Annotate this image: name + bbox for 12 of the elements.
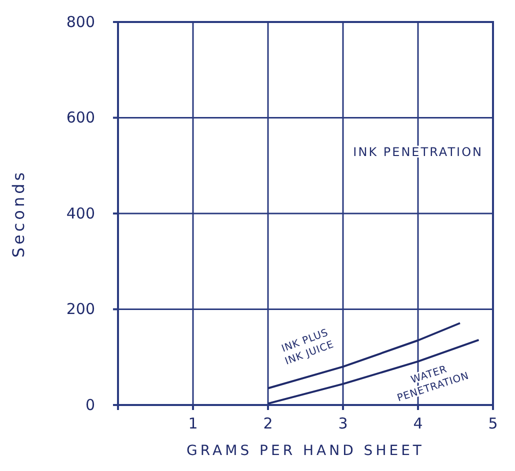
x-axis-title: GRAMS PER HAND SHEET xyxy=(186,443,424,459)
y-tick-label: 800 xyxy=(66,12,95,31)
y-tick-label: 400 xyxy=(66,204,95,222)
x-tick-label: 3 xyxy=(338,414,348,433)
y-tick-label: 200 xyxy=(66,300,95,318)
x-tick-label: 5 xyxy=(488,414,498,433)
y-tick-label: 600 xyxy=(66,108,95,127)
y-tick-label: 0 xyxy=(85,396,95,414)
x-tick-label: 2 xyxy=(263,414,273,433)
x-tick-label: 4 xyxy=(413,414,423,433)
y-axis-title: Seconds xyxy=(9,169,28,258)
x-tick-label: 1 xyxy=(188,414,198,433)
